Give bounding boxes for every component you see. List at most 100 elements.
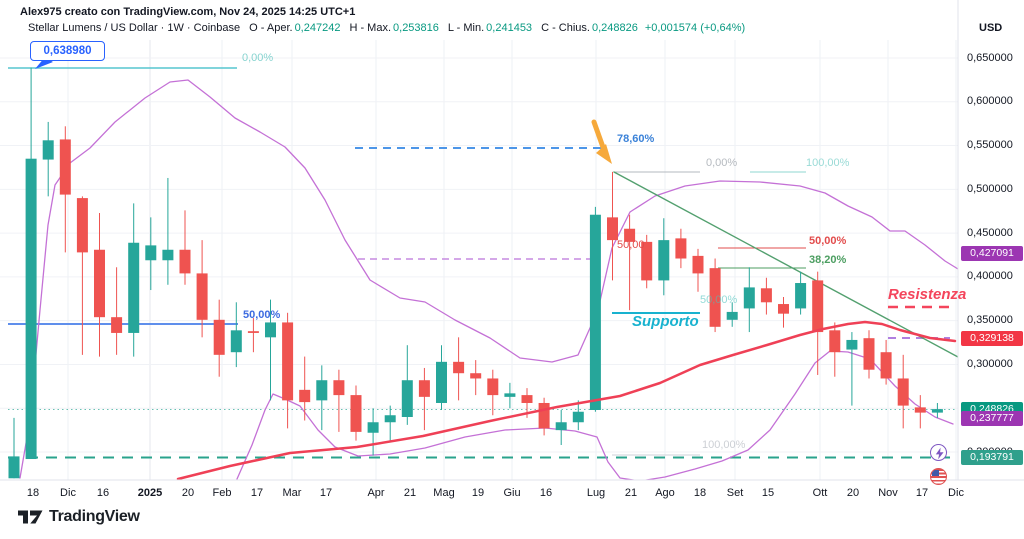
open-value: 0,247242: [294, 22, 341, 34]
fib-level-label[interactable]: 50,00%: [243, 309, 281, 321]
candle-body: [333, 380, 345, 396]
lightning-event-icon[interactable]: [930, 444, 947, 461]
candle-body: [846, 339, 858, 350]
candle-body: [367, 422, 379, 433]
level-lines: [8, 67, 958, 459]
candles: [8, 67, 943, 479]
candle-body: [145, 245, 157, 261]
candle-body: [504, 393, 516, 397]
symbol-title[interactable]: Stellar Lumens / US Dollar · 1W · Coinba…: [28, 22, 241, 34]
candle-body: [265, 322, 276, 338]
candle-body: [59, 139, 71, 195]
candle-body: [897, 378, 909, 406]
time-tick-label: 2025: [137, 487, 163, 499]
candle-body: [692, 255, 704, 274]
candle-body: [384, 415, 396, 423]
time-tick-label: 18: [693, 487, 707, 499]
candle-body: [350, 395, 362, 432]
currency-label: USD: [979, 22, 1003, 34]
attribution-text: Alex975 creato con TradingView.com, Nov …: [20, 6, 356, 18]
price-tick-label: 0,500000: [967, 182, 1013, 195]
tradingview-logo-text: TradingView: [49, 508, 140, 525]
candle-body: [299, 389, 311, 403]
fib-level-label[interactable]: 100,00%: [702, 439, 746, 451]
us-flag-event-icon[interactable]: [930, 468, 947, 485]
candle-body: [863, 338, 875, 370]
candle-body: [795, 283, 807, 309]
candle-body: [829, 330, 841, 353]
fib-level-label[interactable]: 38,20%: [809, 254, 847, 266]
price-badge: 0,193791: [961, 449, 1023, 465]
annotation-label[interactable]: Supporto: [632, 313, 699, 330]
candle-body: [880, 352, 892, 379]
candle-body: [812, 280, 824, 333]
time-tick-label: Giu: [503, 487, 521, 499]
time-tick-label: Lug: [586, 487, 606, 499]
candle-body: [521, 395, 533, 403]
fib-level-label[interactable]: 0,00%: [242, 52, 274, 64]
annotation-label[interactable]: Resistenza: [888, 286, 967, 303]
time-tick-label: 20: [846, 487, 860, 499]
open-label: O - Aper.: [249, 22, 293, 34]
time-tick-label: 18: [26, 487, 40, 499]
lower-band: [236, 350, 954, 482]
candle-body: [572, 411, 584, 423]
tradingview-logo[interactable]: TradingView: [18, 508, 140, 526]
time-tick-label: 16: [539, 487, 553, 499]
candle-body: [760, 288, 772, 303]
price-badge: 0,237777: [961, 411, 1023, 427]
close-value: 0,248826: [591, 22, 638, 34]
candle-body: [162, 249, 174, 261]
time-tick-label: Set: [726, 487, 744, 499]
price-badge: 0,329138: [961, 331, 1023, 347]
low-value: 0,241453: [486, 22, 533, 34]
fib-level-label[interactable]: 78,60%: [617, 133, 655, 145]
time-tick-label: 17: [915, 487, 929, 499]
fib-level-label[interactable]: 50,00%: [809, 235, 847, 247]
time-tick-label: 21: [403, 487, 417, 499]
candle-body: [128, 242, 140, 333]
candle-body: [42, 140, 54, 160]
candle-body: [658, 240, 670, 281]
time-tick-label: Feb: [212, 487, 232, 499]
candle-body: [931, 409, 943, 413]
descending-trendline[interactable]: [613, 171, 959, 358]
price-tick-label: 0,450000: [967, 226, 1013, 239]
price-tick-label: 0,650000: [967, 51, 1013, 64]
candle-body: [282, 322, 294, 401]
high-value: 0,253816: [393, 22, 439, 34]
candle-body: [607, 217, 618, 241]
candle-body: [76, 198, 88, 253]
time-tick-label: 16: [96, 487, 110, 499]
time-tick-label: 19: [471, 487, 485, 499]
candle-body: [538, 402, 550, 429]
time-tick-label: Dic: [948, 487, 964, 499]
price-tick-label: 0,400000: [967, 270, 1013, 283]
price-callout[interactable]: 0,638980: [30, 41, 105, 61]
fib-level-label[interactable]: 0,00%: [706, 157, 738, 169]
candle-body: [94, 249, 105, 318]
candle-body: [470, 373, 482, 379]
grid-lines: [0, 40, 958, 480]
candle-body: [111, 317, 123, 333]
candle-body: [641, 241, 653, 281]
candle-body: [401, 380, 413, 417]
time-tick-label: 20: [181, 487, 195, 499]
change-value: +0,001574 (+0,64%): [644, 22, 746, 34]
lightning-glyph: [935, 447, 944, 460]
time-tick-label: Mar: [282, 487, 302, 499]
fib-level-label[interactable]: 50,00%: [700, 294, 738, 306]
ascending-trendline[interactable]: [176, 320, 957, 481]
fib-level-label[interactable]: 100,00%: [806, 157, 850, 169]
candle-body: [675, 238, 687, 259]
candle-body: [8, 456, 20, 479]
time-tick-label: 15: [761, 487, 775, 499]
price-tick-label: 0,550000: [967, 139, 1013, 152]
fib-level-label[interactable]: 50,00: [617, 239, 645, 251]
arrow-shaft: [591, 119, 607, 153]
candle-body: [418, 380, 430, 397]
green-trendline: [613, 171, 959, 358]
low-label: L - Min.: [447, 22, 485, 34]
